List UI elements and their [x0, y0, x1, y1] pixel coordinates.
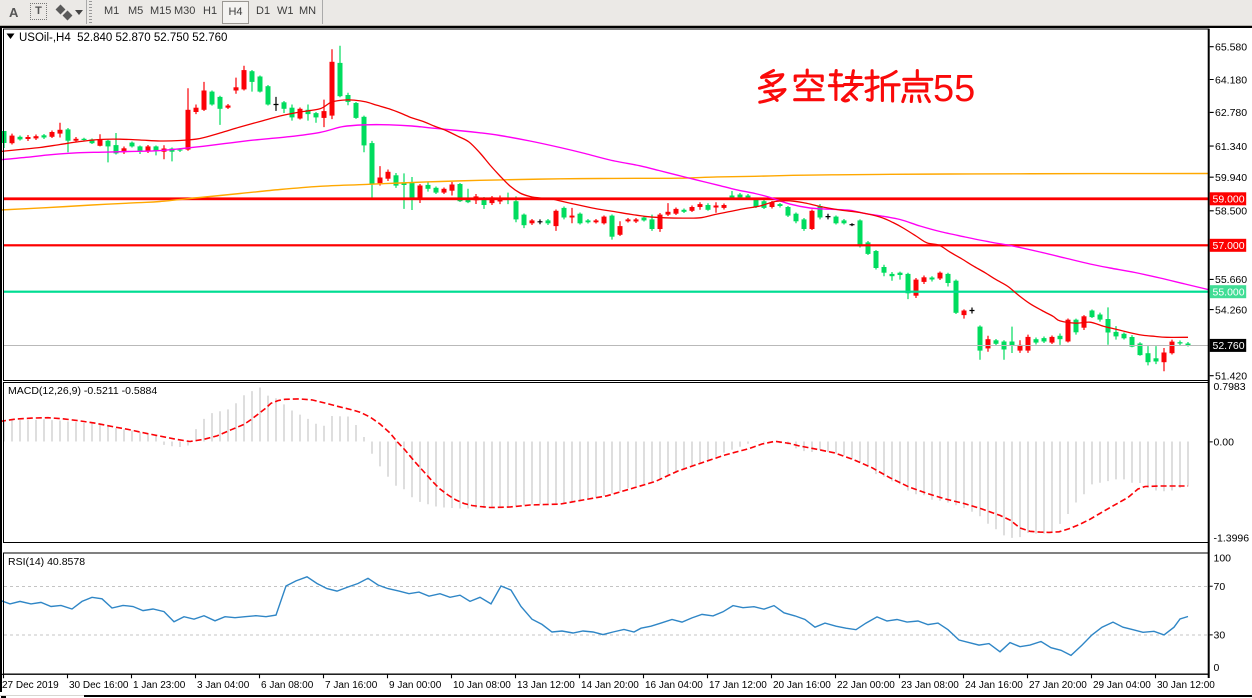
- svg-text:59.000: 59.000: [1213, 194, 1245, 206]
- svg-text:24 Jan 16:00: 24 Jan 16:00: [965, 680, 1023, 691]
- svg-text:0.7983: 0.7983: [1214, 381, 1246, 393]
- svg-text:10 Jan 08:00: 10 Jan 08:00: [453, 680, 511, 691]
- svg-text:27 Dec 2019: 27 Dec 2019: [2, 680, 59, 691]
- svg-text:0.00: 0.00: [1214, 437, 1235, 449]
- svg-text:52.760: 52.760: [1213, 340, 1245, 352]
- svg-text:55.660: 55.660: [1215, 274, 1247, 286]
- svg-text:USOil-,H4 52.840 52.870 52.75: USOil-,H4 52.840 52.870 52.750 52.760: [19, 32, 227, 44]
- svg-text:9 Jan 00:00: 9 Jan 00:00: [389, 680, 442, 691]
- svg-text:30 Jan 12:00: 30 Jan 12:00: [1157, 680, 1215, 691]
- svg-text:7 Jan 16:00: 7 Jan 16:00: [325, 680, 378, 691]
- svg-text:1 Jan 23:00: 1 Jan 23:00: [133, 680, 186, 691]
- svg-text:51.420: 51.420: [1215, 371, 1247, 383]
- svg-text:14 Jan 20:00: 14 Jan 20:00: [581, 680, 639, 691]
- svg-text:20 Jan 16:00: 20 Jan 16:00: [773, 680, 831, 691]
- svg-text:30: 30: [1214, 630, 1226, 642]
- svg-text:29 Jan 04:00: 29 Jan 04:00: [1093, 680, 1151, 691]
- svg-text:0: 0: [1214, 662, 1220, 674]
- svg-text:23 Jan 08:00: 23 Jan 08:00: [901, 680, 959, 691]
- svg-text:13 Jan 12:00: 13 Jan 12:00: [517, 680, 575, 691]
- svg-text:57.000: 57.000: [1213, 240, 1245, 252]
- svg-text:3 Jan 04:00: 3 Jan 04:00: [197, 680, 250, 691]
- svg-text:54.260: 54.260: [1215, 304, 1247, 316]
- svg-text:RSI(14) 40.8578: RSI(14) 40.8578: [8, 556, 85, 568]
- svg-text:MACD(12,26,9) -0.5211 -0.5884: MACD(12,26,9) -0.5211 -0.5884: [8, 385, 157, 397]
- svg-text:59.940: 59.940: [1215, 172, 1247, 184]
- svg-text:58.500: 58.500: [1215, 206, 1247, 218]
- svg-text:100: 100: [1214, 553, 1232, 565]
- svg-text:6 Jan 08:00: 6 Jan 08:00: [261, 680, 314, 691]
- svg-text:62.780: 62.780: [1215, 107, 1247, 119]
- svg-text:27 Jan 20:00: 27 Jan 20:00: [1029, 680, 1087, 691]
- svg-text:65.580: 65.580: [1215, 42, 1247, 54]
- svg-text:61.340: 61.340: [1215, 141, 1247, 153]
- svg-text:16 Jan 04:00: 16 Jan 04:00: [645, 680, 703, 691]
- svg-text:30 Dec 16:00: 30 Dec 16:00: [69, 680, 129, 691]
- svg-text:22 Jan 00:00: 22 Jan 00:00: [837, 680, 895, 691]
- svg-text:17 Jan 12:00: 17 Jan 12:00: [709, 680, 767, 691]
- svg-text:64.180: 64.180: [1215, 74, 1247, 86]
- svg-text:-1.3996: -1.3996: [1214, 532, 1250, 544]
- svg-text:55: 55: [933, 68, 975, 110]
- svg-text:70: 70: [1214, 581, 1226, 593]
- svg-text:55.000: 55.000: [1213, 287, 1245, 299]
